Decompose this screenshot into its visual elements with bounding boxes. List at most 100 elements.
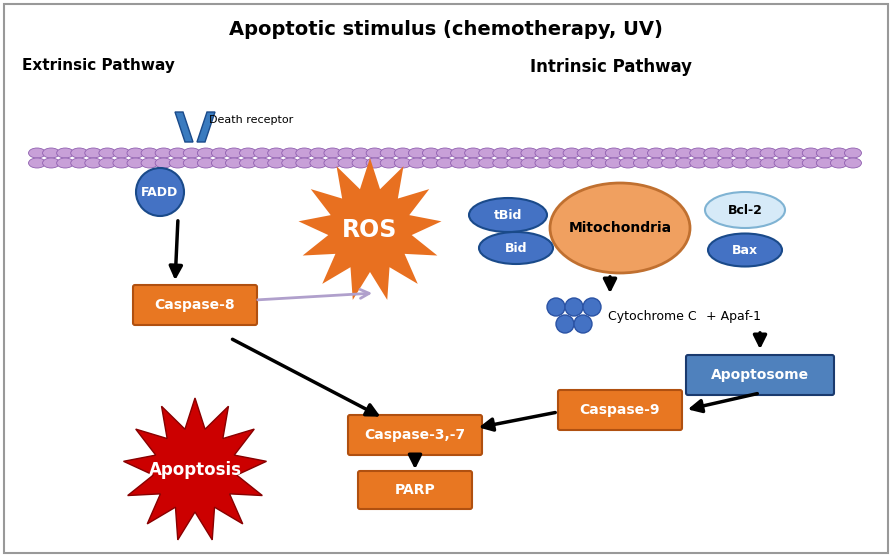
Ellipse shape [70,158,87,168]
Ellipse shape [169,148,186,158]
Ellipse shape [507,158,524,168]
Ellipse shape [550,183,690,273]
Ellipse shape [85,158,102,168]
Text: Extrinsic Pathway: Extrinsic Pathway [22,58,175,73]
Text: Apoptosome: Apoptosome [711,368,809,382]
Ellipse shape [394,148,411,158]
Ellipse shape [704,158,721,168]
Ellipse shape [380,158,397,168]
Ellipse shape [366,158,384,168]
Text: Apoptotic stimulus (chemotherapy, UV): Apoptotic stimulus (chemotherapy, UV) [229,20,663,39]
Ellipse shape [226,148,243,158]
Ellipse shape [830,158,847,168]
Ellipse shape [197,148,214,158]
Text: Death receptor: Death receptor [209,115,293,125]
Ellipse shape [296,148,313,158]
Ellipse shape [549,158,566,168]
Ellipse shape [436,148,453,158]
Ellipse shape [789,158,805,168]
FancyBboxPatch shape [358,471,472,509]
Text: + Apaf-1: + Apaf-1 [706,310,761,323]
Ellipse shape [690,158,706,168]
Ellipse shape [240,158,257,168]
Ellipse shape [324,158,341,168]
Ellipse shape [99,158,116,168]
Circle shape [136,168,184,216]
Ellipse shape [183,148,201,158]
Ellipse shape [535,148,552,158]
Ellipse shape [268,148,285,158]
Ellipse shape [492,148,509,158]
Circle shape [583,298,601,316]
Ellipse shape [57,158,74,168]
Text: Bax: Bax [732,243,758,257]
Ellipse shape [662,148,679,158]
Ellipse shape [211,148,228,158]
Ellipse shape [113,158,130,168]
Text: Cytochrome C: Cytochrome C [608,310,697,323]
Text: Apoptosis: Apoptosis [148,461,242,479]
Ellipse shape [338,148,355,158]
Ellipse shape [99,148,116,158]
Ellipse shape [633,148,650,158]
FancyBboxPatch shape [348,415,482,455]
Ellipse shape [648,148,665,158]
Ellipse shape [352,148,369,158]
Ellipse shape [648,158,665,168]
Ellipse shape [183,158,201,168]
Ellipse shape [606,148,623,158]
Ellipse shape [141,158,158,168]
Ellipse shape [830,148,847,158]
Ellipse shape [423,148,440,158]
Ellipse shape [760,158,777,168]
Ellipse shape [450,148,467,158]
Ellipse shape [633,158,650,168]
Text: Caspase-9: Caspase-9 [580,403,660,417]
Ellipse shape [436,158,453,168]
Ellipse shape [563,148,580,158]
Ellipse shape [662,158,679,168]
Ellipse shape [675,158,693,168]
Ellipse shape [507,148,524,158]
Ellipse shape [675,148,693,158]
Ellipse shape [845,148,862,158]
Ellipse shape [535,158,552,168]
Ellipse shape [845,158,862,168]
Ellipse shape [708,233,782,266]
FancyBboxPatch shape [686,355,834,395]
Ellipse shape [226,158,243,168]
FancyBboxPatch shape [133,285,257,325]
Circle shape [574,315,592,333]
Ellipse shape [113,148,130,158]
Ellipse shape [57,148,74,158]
Ellipse shape [127,158,144,168]
Polygon shape [123,398,267,540]
Ellipse shape [718,148,735,158]
Text: tBid: tBid [494,208,522,222]
Ellipse shape [338,158,355,168]
Ellipse shape [774,148,791,158]
Text: Intrinsic Pathway: Intrinsic Pathway [530,58,692,76]
Ellipse shape [394,158,411,168]
Circle shape [556,315,574,333]
Ellipse shape [479,232,553,264]
Ellipse shape [409,158,425,168]
Ellipse shape [155,158,172,168]
Ellipse shape [352,158,369,168]
Polygon shape [175,112,193,142]
Ellipse shape [774,158,791,168]
Ellipse shape [802,158,819,168]
Ellipse shape [282,158,299,168]
Ellipse shape [155,148,172,158]
Ellipse shape [816,158,833,168]
Ellipse shape [324,148,341,158]
Ellipse shape [43,158,60,168]
FancyBboxPatch shape [558,390,682,430]
Ellipse shape [690,148,706,158]
Ellipse shape [268,158,285,168]
Ellipse shape [591,158,608,168]
Ellipse shape [211,158,228,168]
Ellipse shape [732,158,749,168]
Ellipse shape [789,148,805,158]
Text: Bcl-2: Bcl-2 [728,203,763,217]
